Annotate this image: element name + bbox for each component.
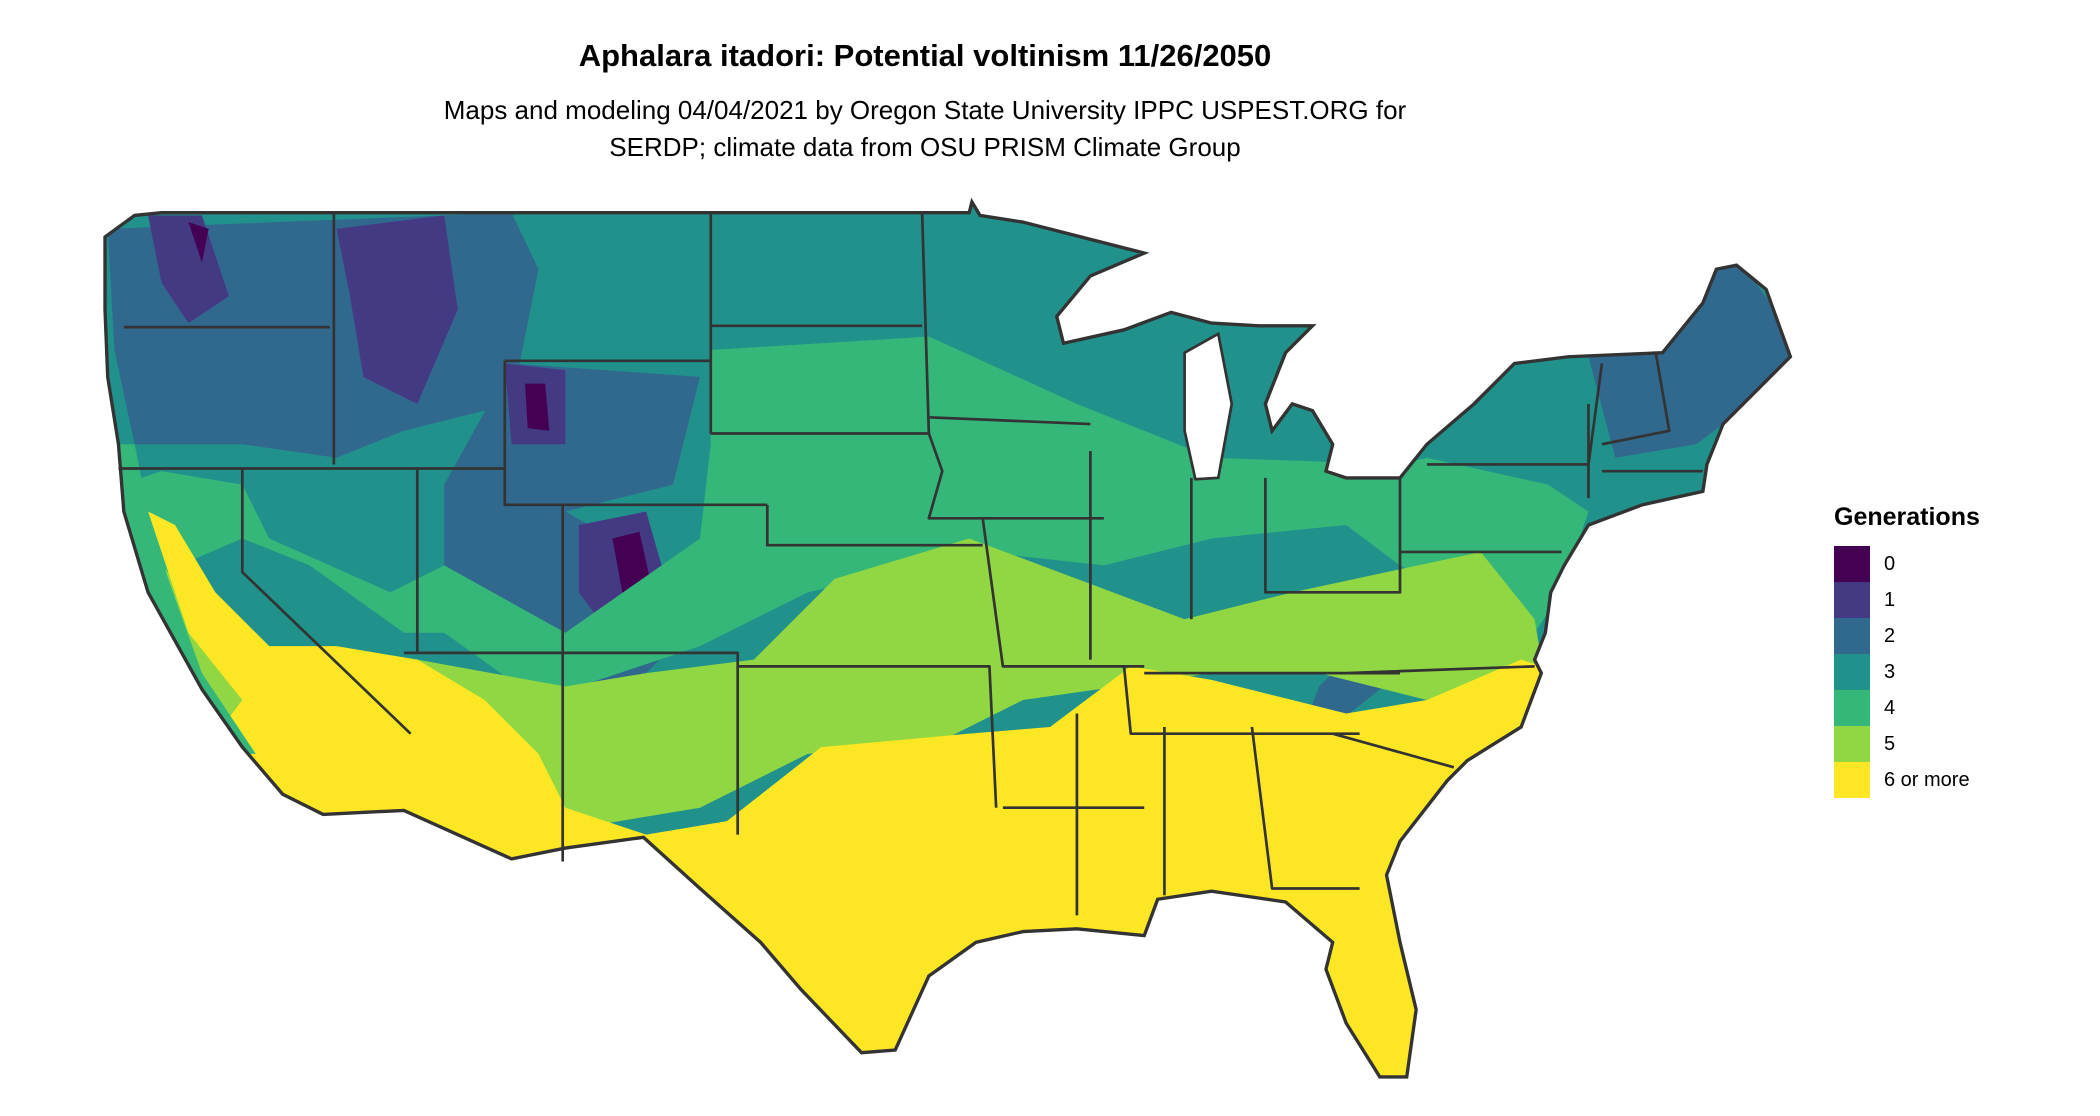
map-title: Aphalara itadori: Potential voltinism 11… xyxy=(578,38,1272,73)
legend-label: 0 xyxy=(1884,552,1896,575)
generation-zones xyxy=(105,201,1791,1077)
subtitle-line-1: Maps and modeling 04/04/2021 by Oregon S… xyxy=(443,95,1407,125)
legend-label: 3 xyxy=(1884,660,1896,683)
legend-item: 0 xyxy=(1834,546,1980,582)
lake-michigan xyxy=(1183,331,1234,481)
zone-1-cascades xyxy=(148,215,229,324)
subtitle-line-2: SERDP; climate data from OSU PRISM Clima… xyxy=(609,132,1241,162)
map-subtitle: Maps and modeling 04/04/2021 by Oregon S… xyxy=(0,92,1850,166)
legend-swatch xyxy=(1834,546,1870,582)
legend-label: 4 xyxy=(1884,696,1896,719)
legend-title: Generations xyxy=(1834,503,1980,531)
legend-label: 2 xyxy=(1884,624,1896,647)
legend-item: 3 xyxy=(1834,654,1980,690)
legend-item: 2 xyxy=(1834,618,1980,654)
legend: Generations 0 1 2 3 4 5 6 or more xyxy=(1834,503,1980,798)
legend-swatch xyxy=(1834,582,1870,618)
legend-label: 6 or more xyxy=(1884,768,1970,791)
zone-4 xyxy=(121,336,1589,701)
legend-swatch xyxy=(1834,762,1870,798)
legend-label: 1 xyxy=(1884,588,1896,611)
legend-swatch xyxy=(1834,618,1870,654)
legend-item: 1 xyxy=(1834,582,1980,618)
zone-1-idaho xyxy=(336,215,458,404)
legend-label: 5 xyxy=(1884,732,1896,755)
zone-2-northeast xyxy=(1588,255,1791,458)
legend-swatch xyxy=(1834,690,1870,726)
zone-4-pacific xyxy=(107,444,256,754)
legend-swatch xyxy=(1834,654,1870,690)
legend-item: 4 xyxy=(1834,690,1980,726)
legend-item: 5 xyxy=(1834,726,1980,762)
legend-swatch xyxy=(1834,726,1870,762)
legend-item: 6 or more xyxy=(1834,762,1980,798)
state-boundaries xyxy=(118,212,1703,916)
